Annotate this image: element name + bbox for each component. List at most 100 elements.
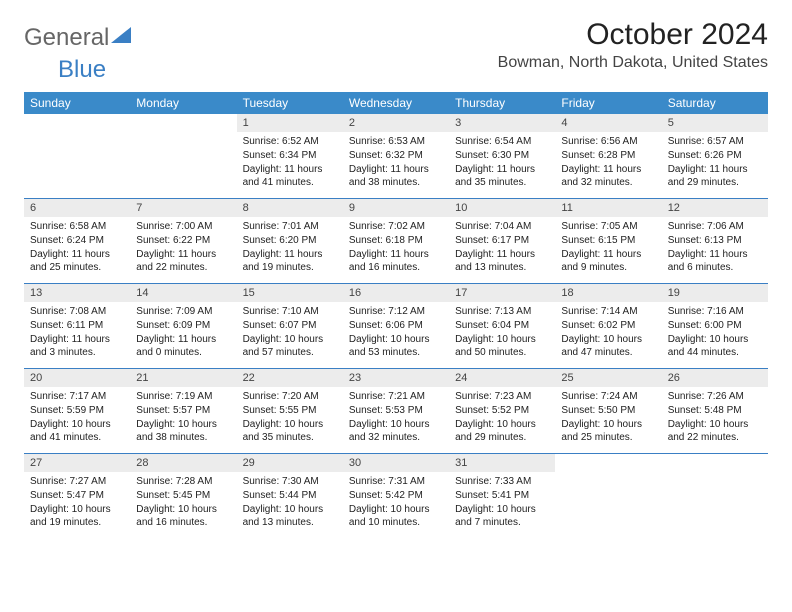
day-cell: . — [130, 114, 236, 198]
day-number: 17 — [449, 284, 555, 302]
dow-header-cell: Saturday — [662, 92, 768, 114]
daylight-line: Daylight: 11 hours and 25 minutes. — [30, 248, 124, 274]
day-number: 28 — [130, 454, 236, 472]
day-number: 20 — [24, 369, 130, 387]
day-number: 9 — [343, 199, 449, 217]
day-number: 7 — [130, 199, 236, 217]
dow-header-cell: Wednesday — [343, 92, 449, 114]
dow-header-cell: Sunday — [24, 92, 130, 114]
day-body: Sunrise: 7:08 AMSunset: 6:11 PMDaylight:… — [24, 302, 130, 366]
sunrise-line: Sunrise: 7:23 AM — [455, 390, 549, 403]
dow-header-cell: Thursday — [449, 92, 555, 114]
day-cell: 31Sunrise: 7:33 AMSunset: 5:41 PMDayligh… — [449, 454, 555, 538]
day-number: 10 — [449, 199, 555, 217]
sunrise-line: Sunrise: 7:16 AM — [668, 305, 762, 318]
daylight-line: Daylight: 11 hours and 29 minutes. — [668, 163, 762, 189]
sunset-line: Sunset: 6:18 PM — [349, 234, 443, 247]
day-number: 15 — [237, 284, 343, 302]
day-body: Sunrise: 6:52 AMSunset: 6:34 PMDaylight:… — [237, 132, 343, 196]
sunrise-line: Sunrise: 6:53 AM — [349, 135, 443, 148]
day-cell: . — [555, 454, 661, 538]
day-cell: 30Sunrise: 7:31 AMSunset: 5:42 PMDayligh… — [343, 454, 449, 538]
day-number: 2 — [343, 114, 449, 132]
day-cell: 26Sunrise: 7:26 AMSunset: 5:48 PMDayligh… — [662, 369, 768, 453]
day-body: Sunrise: 7:05 AMSunset: 6:15 PMDaylight:… — [555, 217, 661, 281]
calendar: SundayMondayTuesdayWednesdayThursdayFrid… — [24, 92, 768, 538]
day-body: Sunrise: 6:54 AMSunset: 6:30 PMDaylight:… — [449, 132, 555, 196]
day-number: 18 — [555, 284, 661, 302]
daylight-line: Daylight: 11 hours and 0 minutes. — [136, 333, 230, 359]
sunset-line: Sunset: 6:20 PM — [243, 234, 337, 247]
day-cell: 24Sunrise: 7:23 AMSunset: 5:52 PMDayligh… — [449, 369, 555, 453]
day-cell: 4Sunrise: 6:56 AMSunset: 6:28 PMDaylight… — [555, 114, 661, 198]
sunrise-line: Sunrise: 7:26 AM — [668, 390, 762, 403]
day-body: Sunrise: 7:10 AMSunset: 6:07 PMDaylight:… — [237, 302, 343, 366]
day-body: Sunrise: 7:30 AMSunset: 5:44 PMDaylight:… — [237, 472, 343, 536]
day-body: Sunrise: 7:21 AMSunset: 5:53 PMDaylight:… — [343, 387, 449, 451]
day-cell: 15Sunrise: 7:10 AMSunset: 6:07 PMDayligh… — [237, 284, 343, 368]
sunset-line: Sunset: 5:59 PM — [30, 404, 124, 417]
sunrise-line: Sunrise: 7:28 AM — [136, 475, 230, 488]
sunset-line: Sunset: 5:47 PM — [30, 489, 124, 502]
day-cell: 13Sunrise: 7:08 AMSunset: 6:11 PMDayligh… — [24, 284, 130, 368]
daylight-line: Daylight: 10 hours and 19 minutes. — [30, 503, 124, 529]
sunrise-line: Sunrise: 7:27 AM — [30, 475, 124, 488]
sunrise-line: Sunrise: 7:06 AM — [668, 220, 762, 233]
day-number: 23 — [343, 369, 449, 387]
day-body: Sunrise: 7:33 AMSunset: 5:41 PMDaylight:… — [449, 472, 555, 536]
dow-header-cell: Monday — [130, 92, 236, 114]
sunset-line: Sunset: 6:34 PM — [243, 149, 337, 162]
sunrise-line: Sunrise: 7:01 AM — [243, 220, 337, 233]
daylight-line: Daylight: 11 hours and 41 minutes. — [243, 163, 337, 189]
day-number: 22 — [237, 369, 343, 387]
dow-header-cell: Tuesday — [237, 92, 343, 114]
day-cell: 22Sunrise: 7:20 AMSunset: 5:55 PMDayligh… — [237, 369, 343, 453]
day-number: 16 — [343, 284, 449, 302]
sunset-line: Sunset: 5:52 PM — [455, 404, 549, 417]
day-cell: 7Sunrise: 7:00 AMSunset: 6:22 PMDaylight… — [130, 199, 236, 283]
daylight-line: Daylight: 10 hours and 13 minutes. — [243, 503, 337, 529]
sunrise-line: Sunrise: 7:21 AM — [349, 390, 443, 403]
day-number: 6 — [24, 199, 130, 217]
day-body: Sunrise: 6:58 AMSunset: 6:24 PMDaylight:… — [24, 217, 130, 281]
sunset-line: Sunset: 5:48 PM — [668, 404, 762, 417]
day-cell: . — [662, 454, 768, 538]
logo: General — [24, 18, 133, 52]
week-row: 20Sunrise: 7:17 AMSunset: 5:59 PMDayligh… — [24, 369, 768, 454]
sunrise-line: Sunrise: 7:09 AM — [136, 305, 230, 318]
day-body: Sunrise: 7:17 AMSunset: 5:59 PMDaylight:… — [24, 387, 130, 451]
day-number: 12 — [662, 199, 768, 217]
sunset-line: Sunset: 6:11 PM — [30, 319, 124, 332]
day-number: 26 — [662, 369, 768, 387]
sunset-line: Sunset: 5:53 PM — [349, 404, 443, 417]
day-body: Sunrise: 7:24 AMSunset: 5:50 PMDaylight:… — [555, 387, 661, 451]
sunrise-line: Sunrise: 7:20 AM — [243, 390, 337, 403]
day-cell: 8Sunrise: 7:01 AMSunset: 6:20 PMDaylight… — [237, 199, 343, 283]
daylight-line: Daylight: 11 hours and 32 minutes. — [561, 163, 655, 189]
daylight-line: Daylight: 10 hours and 47 minutes. — [561, 333, 655, 359]
sunset-line: Sunset: 6:24 PM — [30, 234, 124, 247]
day-number: 8 — [237, 199, 343, 217]
sunset-line: Sunset: 6:15 PM — [561, 234, 655, 247]
daylight-line: Daylight: 10 hours and 7 minutes. — [455, 503, 549, 529]
daylight-line: Daylight: 11 hours and 6 minutes. — [668, 248, 762, 274]
sunset-line: Sunset: 5:55 PM — [243, 404, 337, 417]
daylight-line: Daylight: 11 hours and 38 minutes. — [349, 163, 443, 189]
sunrise-line: Sunrise: 7:05 AM — [561, 220, 655, 233]
sunrise-line: Sunrise: 7:31 AM — [349, 475, 443, 488]
week-row: ..1Sunrise: 6:52 AMSunset: 6:34 PMDaylig… — [24, 114, 768, 199]
sunset-line: Sunset: 6:00 PM — [668, 319, 762, 332]
daylight-line: Daylight: 11 hours and 13 minutes. — [455, 248, 549, 274]
sunrise-line: Sunrise: 7:00 AM — [136, 220, 230, 233]
logo-text-general: General — [24, 24, 109, 52]
daylight-line: Daylight: 11 hours and 16 minutes. — [349, 248, 443, 274]
daylight-line: Daylight: 11 hours and 3 minutes. — [30, 333, 124, 359]
sunrise-line: Sunrise: 7:10 AM — [243, 305, 337, 318]
daylight-line: Daylight: 10 hours and 25 minutes. — [561, 418, 655, 444]
day-number: 19 — [662, 284, 768, 302]
day-cell: 2Sunrise: 6:53 AMSunset: 6:32 PMDaylight… — [343, 114, 449, 198]
day-body: Sunrise: 7:02 AMSunset: 6:18 PMDaylight:… — [343, 217, 449, 281]
dow-header-cell: Friday — [555, 92, 661, 114]
day-number: 1 — [237, 114, 343, 132]
daylight-line: Daylight: 10 hours and 57 minutes. — [243, 333, 337, 359]
